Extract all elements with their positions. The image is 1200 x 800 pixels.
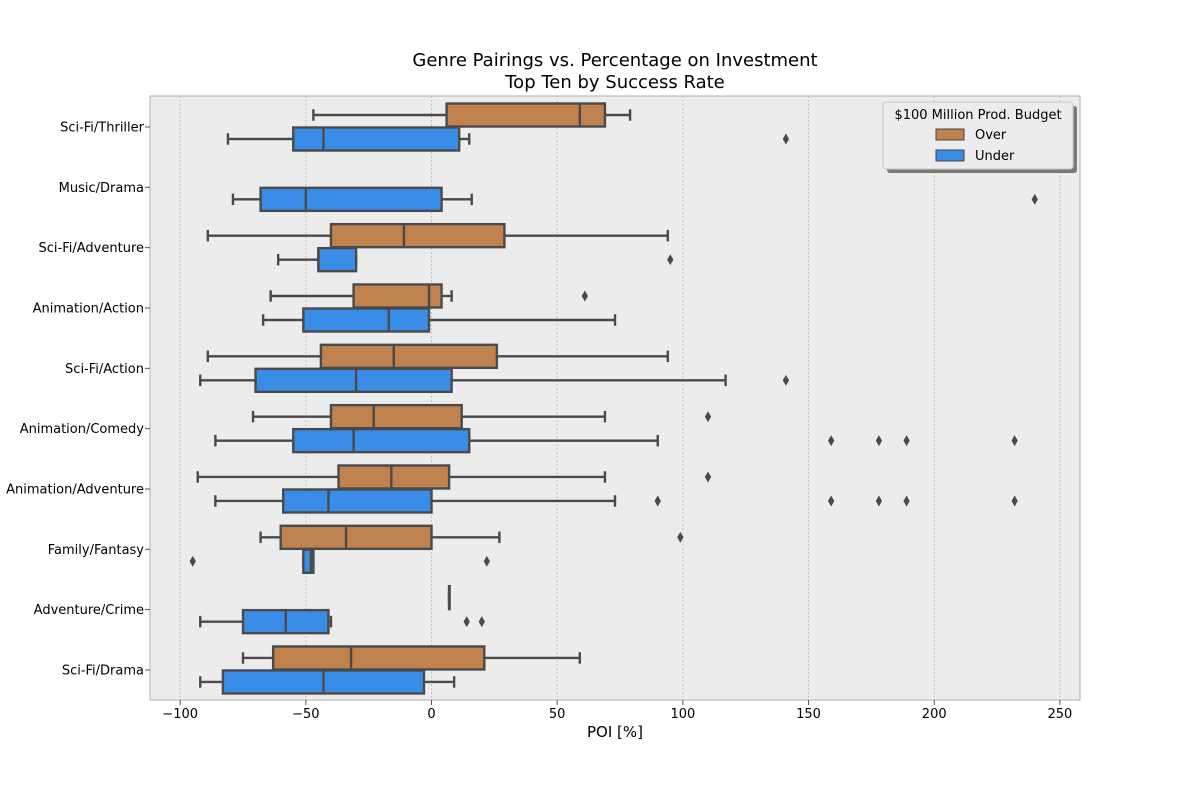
box-series — [189, 102, 1038, 695]
box-iqr — [292, 427, 471, 454]
x-axis-label: POI [%] — [587, 723, 643, 741]
outlier-point — [903, 435, 910, 447]
outlier-point — [704, 411, 712, 423]
box-under — [199, 367, 790, 394]
box-under — [214, 488, 1018, 514]
y-tick-label: Animation/Action — [33, 301, 144, 316]
y-tick-label: Sci-Fi/Action — [65, 362, 144, 377]
x-tick-label: 100 — [670, 707, 695, 722]
box-over — [251, 403, 712, 430]
outlier-point — [189, 555, 196, 567]
y-tick-label: Adventure/Crime — [34, 603, 144, 618]
outlier-point — [463, 616, 470, 628]
x-tick-label: −100 — [162, 707, 198, 722]
box-iqr — [445, 102, 607, 128]
y-tick-label: Music/Drama — [59, 181, 144, 196]
x-tick-label: 50 — [549, 707, 566, 722]
box-over — [206, 222, 669, 249]
box-over — [196, 464, 712, 490]
outlier-point — [483, 555, 490, 567]
legend-swatch-over — [935, 128, 965, 141]
box-over — [447, 584, 451, 611]
y-tick-label: Sci-Fi/Thriller — [60, 121, 145, 136]
outlier-point — [1011, 495, 1018, 507]
legend-label-over: Over — [975, 128, 1007, 143]
x-tick-label: 250 — [1047, 707, 1072, 722]
y-tick-label: Family/Fantasy — [48, 543, 145, 558]
x-tick-label: 200 — [922, 707, 947, 722]
outlier-point — [903, 495, 910, 507]
box-iqr — [302, 307, 431, 333]
outlier-point — [581, 290, 588, 302]
legend-label-under: Under — [975, 149, 1015, 164]
box-iqr — [337, 464, 451, 490]
outlier-point — [875, 495, 883, 507]
box-iqr — [317, 246, 358, 273]
outlier-point — [1031, 193, 1038, 205]
x-tick-label: −50 — [292, 707, 319, 722]
legend: $100 Million Prod. Budget Over Under — [882, 101, 1077, 173]
chart-title-line-2: Top Ten by Success Rate — [504, 72, 725, 93]
outlier-point — [828, 495, 835, 507]
outlier-point — [667, 254, 674, 266]
box-iqr — [271, 645, 486, 671]
legend-title: $100 Million Prod. Budget — [894, 108, 1061, 123]
box-iqr — [329, 222, 506, 249]
box-under — [226, 126, 790, 152]
y-axis-ticks: Sci-Fi/Thriller Music/Drama Sci-Fi/Adventu… — [6, 121, 150, 678]
outlier-point — [875, 435, 883, 447]
box-iqr — [292, 126, 461, 152]
box-iqr — [329, 403, 463, 430]
box-under — [189, 548, 490, 575]
box-under — [261, 307, 617, 333]
box-iqr — [254, 367, 453, 394]
outlier-point — [704, 471, 712, 483]
outlier-point — [478, 616, 485, 628]
box-under — [214, 427, 1018, 454]
box-iqr — [282, 488, 433, 514]
box-iqr — [302, 548, 315, 575]
box-iqr — [319, 343, 499, 370]
outlier-point — [782, 133, 790, 145]
box-over — [312, 102, 632, 128]
outlier-point — [654, 495, 661, 507]
box-over — [259, 524, 684, 551]
y-tick-label: Sci-Fi/Adventure — [39, 241, 144, 256]
box-under — [199, 669, 456, 695]
box-under — [276, 246, 674, 273]
x-tick-label: 150 — [796, 707, 821, 722]
x-axis-ticks: −100 −50 0 50 100 150 200 250 — [162, 700, 1072, 722]
y-tick-label: Animation/Adventure — [6, 482, 144, 497]
legend-swatch-under — [935, 149, 965, 162]
outlier-point — [782, 374, 790, 386]
box-over — [206, 343, 669, 370]
box-under — [231, 186, 1038, 213]
box-iqr — [259, 186, 443, 213]
outlier-point — [1011, 435, 1018, 447]
box-under — [199, 608, 485, 635]
y-tick-label: Sci-Fi/Drama — [62, 663, 144, 678]
box-iqr — [279, 524, 433, 551]
y-tick-label: Animation/Comedy — [20, 422, 145, 437]
x-tick-label: 0 — [427, 707, 435, 722]
outlier-point — [677, 531, 684, 543]
legend-box — [882, 101, 1074, 170]
outlier-point — [828, 435, 835, 447]
chart-title-line-1: Genre Pairings vs. Percentage on Investm… — [412, 50, 817, 71]
